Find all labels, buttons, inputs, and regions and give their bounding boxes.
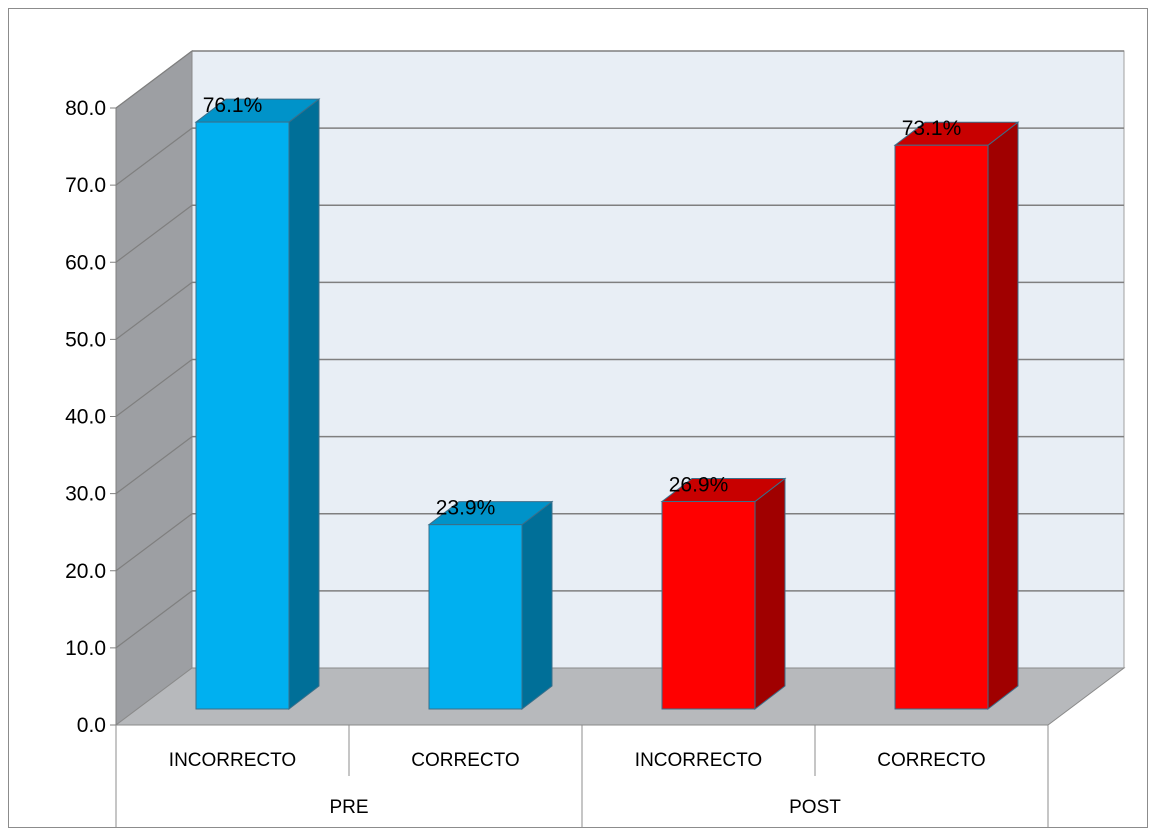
bar-front <box>894 144 989 710</box>
category-label: CORRECTO <box>411 750 519 771</box>
bar-side <box>754 477 786 711</box>
gridline-side <box>115 127 193 186</box>
category-label: INCORRECTO <box>169 750 296 771</box>
y-tick-label: 10.0 <box>65 637 106 660</box>
bar-side <box>288 98 320 711</box>
gridline-side <box>115 513 193 572</box>
floor <box>114 667 1126 726</box>
bar <box>893 121 1020 711</box>
bar <box>427 500 554 711</box>
group-label: POST <box>789 797 841 818</box>
bar-side <box>987 121 1019 711</box>
y-tick-label: 20.0 <box>65 560 106 583</box>
data-label: 26.9% <box>669 474 729 497</box>
category-label: INCORRECTO <box>635 750 762 771</box>
data-label: 23.9% <box>436 497 496 520</box>
y-tick-label: 40.0 <box>65 406 106 429</box>
y-tick-label: 30.0 <box>65 483 106 506</box>
y-tick-label: 80.0 <box>65 97 106 120</box>
bar-side <box>521 500 553 711</box>
gridline-side <box>115 436 193 495</box>
bar <box>194 98 321 711</box>
group-label: PRE <box>329 797 368 818</box>
y-tick-label: 60.0 <box>65 251 106 274</box>
y-tick-label: 50.0 <box>65 328 106 351</box>
gridline-side <box>115 590 193 649</box>
category-label: CORRECTO <box>877 750 985 771</box>
data-label: 73.1% <box>902 117 962 140</box>
bar <box>660 477 787 711</box>
bar-front <box>661 501 756 710</box>
bars: 76.1% 23.9% 26.9% 73.1% <box>194 94 1020 711</box>
gridline-side <box>115 281 193 340</box>
y-tick-label: 70.0 <box>65 174 106 197</box>
data-label: 76.1% <box>203 94 263 117</box>
x-axis: INCORRECTO CORRECTO INCORRECTO CORRECTO PRE P… <box>115 725 1049 828</box>
gridline-side <box>115 359 193 417</box>
gridline-side <box>115 204 193 263</box>
y-axis-ticks: 0.0 10.0 20.0 30.0 40.0 50.0 60.0 70.0 80.0 <box>65 97 117 737</box>
bar-front <box>428 524 523 710</box>
gridline-side <box>115 50 193 109</box>
y-tick-label: 0.0 <box>77 714 106 737</box>
bar-front <box>195 121 290 710</box>
